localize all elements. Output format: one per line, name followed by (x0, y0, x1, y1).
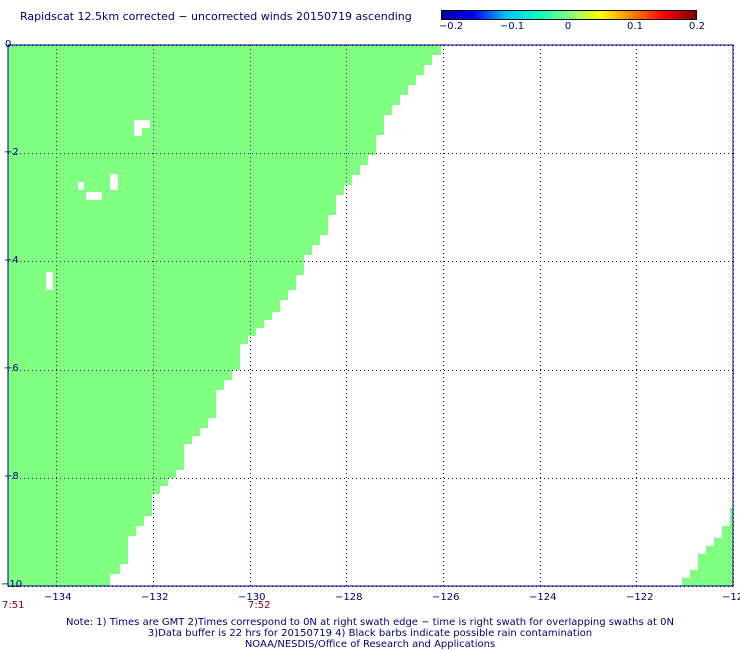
time-label-751: 7:51 (2, 600, 25, 611)
note-line-2: 3)Data buffer is 22 hrs for 20150719 4) … (147, 628, 593, 639)
swath-main (8, 45, 441, 586)
lat-label-10: −10 (1, 579, 23, 590)
lat-label-2: −2 (4, 147, 19, 158)
colorbar-label-01: 0.1 (627, 21, 643, 32)
time-label-752: 7:52 (248, 600, 271, 611)
lon-label-124: −124 (529, 592, 557, 603)
lon-label-122: −122 (626, 592, 654, 603)
lat-label-8: −8 (4, 471, 19, 482)
colorbar-label-neg01: −0.1 (499, 21, 525, 32)
lon-label-126: −126 (432, 592, 460, 603)
map-title: Rapidscat 12.5km corrected − uncorrected… (20, 10, 412, 23)
lon-label-128: −128 (335, 592, 363, 603)
swath-layer (8, 45, 733, 586)
swath-gap (86, 192, 102, 200)
note-line-1: Note: 1) Times are GMT 2)Times correspon… (66, 617, 674, 628)
lon-label-130: −130 (238, 592, 266, 603)
colorbar-label-neg02: −0.2 (438, 21, 464, 32)
swath-gap (110, 174, 118, 190)
lon-label-132: −132 (141, 592, 169, 603)
lat-label-0: 0 (5, 39, 12, 50)
colorbar-label-0: 0 (564, 21, 572, 32)
swath-gap (142, 120, 150, 128)
lat-label-4: −4 (4, 255, 19, 266)
swath-gap (134, 120, 142, 136)
swath-gap (46, 272, 53, 290)
swath-secondary (682, 508, 733, 586)
lon-label-134: −134 (44, 592, 72, 603)
lon-label-120: −12 (722, 592, 740, 603)
swath-gap (78, 182, 84, 190)
note-line-3: NOAA/NESDIS/Office of Research and Appli… (244, 639, 496, 650)
lat-label-6: −6 (4, 363, 19, 374)
plot-frame (7, 44, 734, 587)
colorbar-label-02: 0.2 (689, 21, 705, 32)
colorbar (441, 10, 697, 20)
